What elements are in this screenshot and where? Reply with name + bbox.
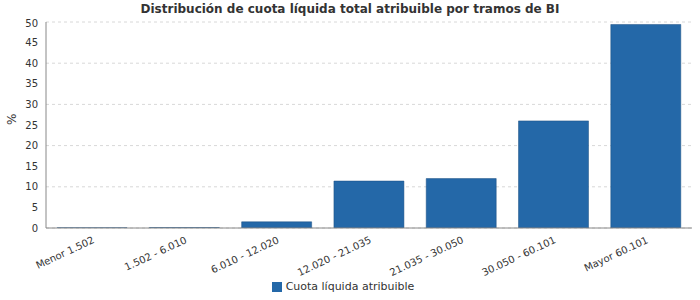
svg-text:15: 15: [25, 161, 38, 172]
svg-text:30.050 - 60.101: 30.050 - 60.101: [480, 234, 557, 278]
svg-text:40: 40: [25, 58, 38, 69]
svg-text:35: 35: [25, 78, 38, 89]
svg-text:Menor 1.502: Menor 1.502: [34, 234, 96, 271]
svg-text:5: 5: [32, 202, 38, 213]
svg-text:50: 50: [25, 18, 38, 29]
svg-text:1.502 - 6.010: 1.502 - 6.010: [123, 234, 189, 272]
svg-text:6.010 - 12.020: 6.010 - 12.020: [209, 234, 280, 275]
svg-text:45: 45: [25, 37, 38, 48]
svg-text:20: 20: [25, 140, 38, 151]
svg-text:Mayor 60.101: Mayor 60.101: [582, 234, 649, 273]
svg-text:%: %: [8, 114, 19, 125]
svg-text:30: 30: [25, 99, 38, 110]
svg-text:12.020 - 21.035: 12.020 - 21.035: [296, 234, 373, 278]
svg-text:10: 10: [25, 181, 38, 192]
html-text:Cuota líquida atribuible: Cuota líquida atribuible: [285, 280, 415, 293]
svg-text:25: 25: [25, 120, 38, 131]
svg-text:21.035 - 30.050: 21.035 - 30.050: [388, 234, 465, 278]
svg-text:0: 0: [32, 223, 38, 234]
html-text:Distribución de cuota líquida: Distribución de cuota líquida total atri…: [140, 2, 560, 16]
